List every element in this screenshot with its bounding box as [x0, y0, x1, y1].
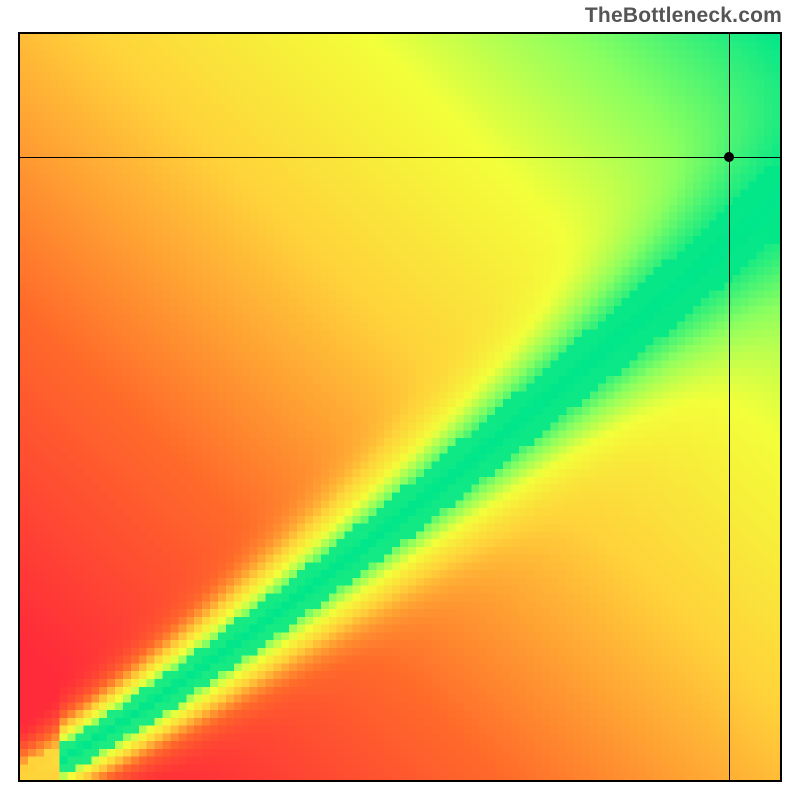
watermark-text: TheBottleneck.com	[585, 4, 782, 28]
crosshair-horizontal-line	[20, 157, 780, 158]
crosshair-vertical-line	[729, 34, 730, 780]
crosshair-marker-dot	[724, 152, 734, 162]
bottleneck-heatmap-plot	[18, 32, 782, 782]
heatmap-canvas	[20, 34, 780, 780]
